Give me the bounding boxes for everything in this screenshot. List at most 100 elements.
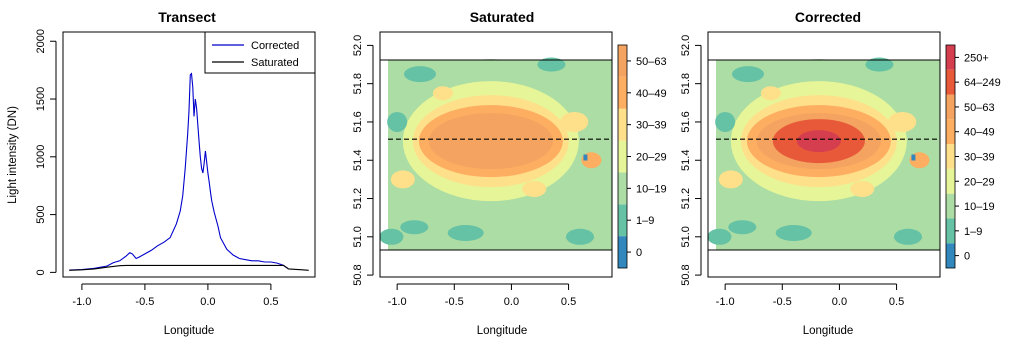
saturated-y-ticks: 50.8 51.0 51.2 51.4 51.6 51.8 52.0 <box>352 35 374 286</box>
corrected-zero-patch <box>911 154 916 161</box>
corrected-intensity-patch <box>728 220 757 235</box>
corrected-colorbar-label: 10–19 <box>964 201 995 213</box>
transect-x-ticks: -1.0 -0.5 0.0 0.5 <box>72 283 279 308</box>
saturated-y-tick-label: 51.8 <box>352 73 364 94</box>
saturated-colorbar-label: 30–39 <box>636 120 667 132</box>
corrected-colorbar-label: 30–39 <box>964 152 995 164</box>
saturated-intensity-patch <box>522 180 547 197</box>
saturated-y-tick-label: 51.4 <box>352 150 364 171</box>
corrected-intensity-patch <box>760 86 781 101</box>
saturated-intensity-patch <box>560 111 589 132</box>
corrected-map-panel: Corrected -1.0 -0.5 0.0 0.5 50.8 51.0 51.2 51.… <box>680 9 1001 337</box>
corrected-y-tick-label: 51.8 <box>680 73 692 94</box>
corrected-x-tick-label: 0.5 <box>889 296 904 308</box>
corrected-intensity-patch <box>850 180 875 197</box>
corrected-heatmap <box>707 57 930 245</box>
corrected-colorbar-label: 1–9 <box>964 226 982 238</box>
legend-corrected-label: Corrected <box>251 40 299 52</box>
transect-x-tick-label: 0.5 <box>263 296 278 308</box>
corrected-colorbar-label: 20–29 <box>964 176 995 188</box>
corrected-colorbar-swatch <box>946 243 955 268</box>
saturated-colorbar-label: 40–49 <box>636 88 667 100</box>
saturated-x-tick-label: 0.0 <box>504 296 519 308</box>
saturated-colorbar-frame <box>617 44 628 269</box>
saturated-plot-frame <box>379 31 613 278</box>
saturated-x-ticks: -1.0 -0.5 0.0 0.5 <box>388 283 576 308</box>
corrected-y-tick-label: 50.8 <box>680 264 692 285</box>
saturated-y-tick-label: 51.0 <box>352 226 364 247</box>
transect-x-tick-label: -0.5 <box>135 296 154 308</box>
saturated-y-tick-label: 50.8 <box>352 264 364 285</box>
transect-y-tick-label: 2000 <box>35 29 47 53</box>
saturated-colorbar-swatch <box>618 140 627 173</box>
transect-y-tick-label: 1500 <box>35 87 47 111</box>
corrected-x-label: Longitude <box>803 325 854 337</box>
transect-line-corrected <box>69 72 289 271</box>
saturated-colorbar-swatch <box>618 45 627 77</box>
corrected-intensity-patch <box>718 170 743 189</box>
corrected-intensity-patch <box>732 66 764 83</box>
saturated-colorbar-label: 50–63 <box>636 56 667 68</box>
corrected-colorbar-label: 40–49 <box>964 127 995 139</box>
corrected-y-tick-label: 51.4 <box>680 150 692 171</box>
saturated-colorbar: 0 1–9 10–19 20–29 30–39 40–49 50–63 <box>617 44 667 269</box>
transect-y-ticks: 0 500 1000 1500 2000 <box>35 29 57 275</box>
legend-box <box>204 31 316 74</box>
transect-line-saturated <box>69 264 309 271</box>
corrected-title: Corrected <box>795 9 861 25</box>
saturated-heatmap <box>379 57 602 245</box>
transect-series <box>69 72 309 271</box>
saturated-colorbar-label: 1–9 <box>636 215 654 227</box>
saturated-colorbar-swatch <box>618 172 627 205</box>
corrected-colorbar-swatch <box>946 193 955 219</box>
corrected-colorbar-label: 64–249 <box>964 77 1001 89</box>
corrected-x-ticks: -1.0 -0.5 0.0 0.5 <box>716 283 904 308</box>
saturated-intensity-patch <box>387 111 408 132</box>
transect-legend: Corrected Saturated <box>204 31 316 74</box>
saturated-intensity-patch <box>432 86 453 101</box>
corrected-x-tick-label: -0.5 <box>773 296 792 308</box>
corrected-y-tick-label: 51.6 <box>680 111 692 132</box>
corrected-colorbar-label: 50–63 <box>964 102 995 114</box>
saturated-x-tick-label: -1.0 <box>388 296 407 308</box>
saturated-intensity-patch <box>566 228 594 245</box>
transect-y-label: Light intensity (DN) <box>7 106 19 204</box>
corrected-colorbar-swatch <box>946 144 955 169</box>
corrected-plot-frame <box>707 31 941 278</box>
corrected-intensity-patch <box>775 224 812 241</box>
corrected-y-tick-label: 52.0 <box>680 35 692 56</box>
corrected-x-tick-label: 0.0 <box>832 296 847 308</box>
corrected-colorbar-swatch <box>946 119 955 145</box>
transect-y-tick-label: 1000 <box>35 145 47 169</box>
corrected-colorbar-frame <box>945 44 956 269</box>
corrected-colorbar-swatch <box>946 168 955 194</box>
corrected-x-tick-label: -1.0 <box>716 296 735 308</box>
corrected-intensity-patch <box>865 57 894 72</box>
legend-saturated-label: Saturated <box>251 57 299 69</box>
saturated-x-tick-label: -0.5 <box>445 296 464 308</box>
saturated-colorbar-label: 0 <box>636 247 642 259</box>
saturated-intensity-patch <box>404 66 436 83</box>
corrected-colorbar: 0 1–9 10–19 20–29 30–39 40–49 50–63 64–249 250+ <box>945 44 1001 269</box>
corrected-colorbar-swatch <box>946 69 955 95</box>
saturated-intensity-patch <box>447 224 484 241</box>
saturated-intensity-patch <box>379 228 404 245</box>
saturated-zero-patch <box>583 154 588 161</box>
corrected-intensity-zone <box>796 130 841 153</box>
corrected-colorbar-swatch <box>946 94 955 120</box>
transect-panel: Transect -1.0 -0.5 0.0 0.5 0 500 1000 1500 2000… <box>7 9 316 337</box>
transect-x-tick-label: -1.0 <box>72 296 91 308</box>
corrected-y-tick-label: 51.2 <box>680 188 692 209</box>
corrected-intensity-patch <box>888 111 917 132</box>
saturated-y-tick-label: 52.0 <box>352 35 364 56</box>
transect-title: Transect <box>158 9 216 25</box>
saturated-colorbar-label: 20–29 <box>636 152 667 164</box>
transect-y-tick-label: 500 <box>35 205 47 223</box>
saturated-colorbar-swatch <box>618 204 627 237</box>
saturated-intensity-patch <box>537 57 566 72</box>
saturated-title: Saturated <box>470 9 535 25</box>
saturated-map-panel: Saturated -1.0 -0.5 0.0 0.5 50.8 51.0 51.2 51.… <box>352 9 667 337</box>
saturated-intensity-zone <box>428 113 553 170</box>
saturated-colorbar-swatch <box>618 236 627 268</box>
